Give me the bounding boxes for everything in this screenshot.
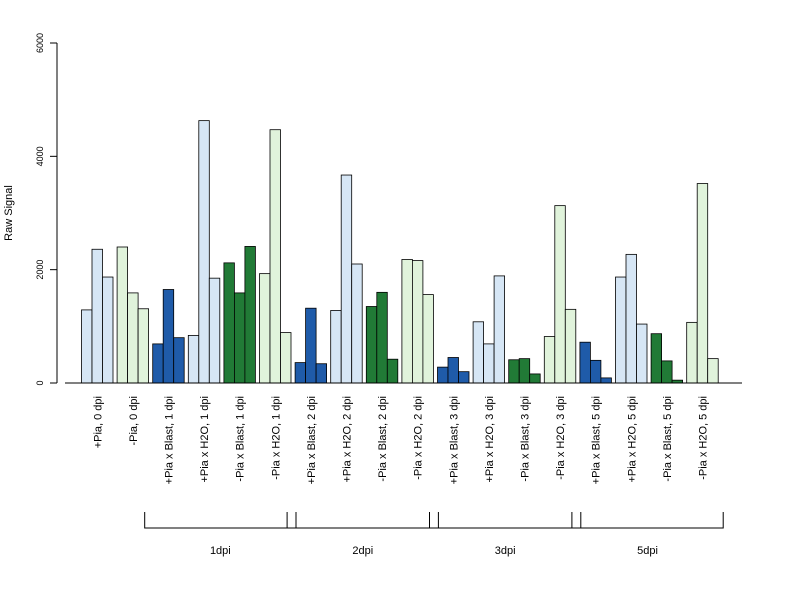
bar xyxy=(294,362,307,384)
bar xyxy=(600,377,612,384)
bar xyxy=(386,358,399,384)
bar xyxy=(187,334,200,384)
bar xyxy=(422,294,434,384)
bar xyxy=(223,262,235,384)
x-tick-label: -Pia x H2O, 2 dpi xyxy=(413,396,425,480)
bar xyxy=(554,205,566,384)
bar xyxy=(447,357,459,384)
bar xyxy=(81,309,93,384)
bar xyxy=(636,323,648,384)
group-bracket xyxy=(286,512,439,529)
bar xyxy=(365,306,378,384)
y-axis: 0 2000 4000 6000 xyxy=(35,33,58,386)
bar xyxy=(625,253,637,384)
group-label: 3dpi xyxy=(495,545,516,557)
x-tick-label: -Pia x Blast, 1 dpi xyxy=(235,396,247,482)
bar xyxy=(259,273,271,384)
bar xyxy=(483,343,495,384)
group-label: 1dpi xyxy=(210,545,231,557)
bar xyxy=(152,343,164,384)
x-tick-label: -Pia x Blast, 2 dpi xyxy=(377,396,389,482)
bar xyxy=(233,292,246,384)
group-label: 5dpi xyxy=(637,545,658,557)
x-tick-label: -Pia x H2O, 1 dpi xyxy=(270,396,282,480)
y-tick-label: 4000 xyxy=(35,146,45,166)
bar xyxy=(244,246,256,384)
bar xyxy=(280,332,292,384)
x-tick-label: +Pia x Blast, 2 dpi xyxy=(306,396,318,484)
x-tick-label: -Pia x H2O, 3 dpi xyxy=(555,396,567,480)
bar xyxy=(305,307,317,384)
bar xyxy=(198,120,210,384)
bar xyxy=(579,341,591,384)
x-tick-label: +Pia x H2O, 5 dpi xyxy=(626,396,638,483)
bar xyxy=(137,308,150,384)
x-tick-label: +Pia x H2O, 3 dpi xyxy=(484,396,496,483)
bar xyxy=(437,366,449,384)
bar xyxy=(590,359,602,384)
bar xyxy=(529,373,541,384)
bar xyxy=(127,292,139,384)
x-tick-label: +Pia x Blast, 5 dpi xyxy=(591,396,603,484)
bar xyxy=(615,276,627,384)
group-label: 2dpi xyxy=(352,545,373,557)
bar xyxy=(508,359,520,384)
y-axis-label: Raw Signal xyxy=(3,185,15,241)
group-bracket xyxy=(144,512,297,529)
x-tick-label: +Pia x Blast, 1 dpi xyxy=(163,396,175,484)
bar xyxy=(518,358,531,384)
bar xyxy=(493,275,506,384)
bar xyxy=(208,277,221,384)
bar xyxy=(458,371,470,384)
bar xyxy=(401,259,413,384)
bar xyxy=(91,248,103,384)
group-bracket xyxy=(429,512,582,529)
bar xyxy=(376,291,388,384)
x-tick-labels: +Pia, 0 dpi -Pia, 0 dpi +Pia x Blast, 1 dp… xyxy=(92,396,709,484)
x-tick-label: +Pia x H2O, 2 dpi xyxy=(341,396,353,483)
bar xyxy=(315,363,328,384)
group-brackets: 1dpi 2dpi 3dpi 5dpi xyxy=(144,512,724,557)
y-tick-label: 0 xyxy=(35,380,45,385)
x-tick-label: -Pia x Blast, 3 dpi xyxy=(519,396,531,482)
bar xyxy=(686,321,698,384)
bar xyxy=(116,246,128,384)
bar xyxy=(707,358,719,384)
bar xyxy=(173,337,185,384)
bar xyxy=(351,263,363,384)
group-bracket xyxy=(571,512,724,529)
x-tick-label: -Pia x H2O, 5 dpi xyxy=(697,396,709,480)
bar xyxy=(340,174,353,384)
bar xyxy=(650,333,662,384)
bar xyxy=(564,308,577,384)
bar xyxy=(696,183,709,384)
bar xyxy=(162,289,175,384)
bar xyxy=(543,336,556,384)
x-tick-label: +Pia, 0 dpi xyxy=(92,396,104,448)
x-tick-label: +Pia x H2O, 1 dpi xyxy=(199,396,211,483)
bar xyxy=(102,276,114,384)
bar xyxy=(661,360,673,384)
bar xyxy=(330,310,342,384)
bars xyxy=(81,120,719,384)
x-tick-label: -Pia x Blast, 5 dpi xyxy=(662,396,674,482)
y-tick-label: 2000 xyxy=(35,260,45,280)
y-tick-label: 6000 xyxy=(35,33,45,53)
bar xyxy=(269,129,281,384)
bar xyxy=(411,260,424,384)
bar xyxy=(472,321,485,384)
x-tick-label: -Pia, 0 dpi xyxy=(128,396,140,446)
x-tick-label: +Pia x Blast, 3 dpi xyxy=(448,396,460,484)
